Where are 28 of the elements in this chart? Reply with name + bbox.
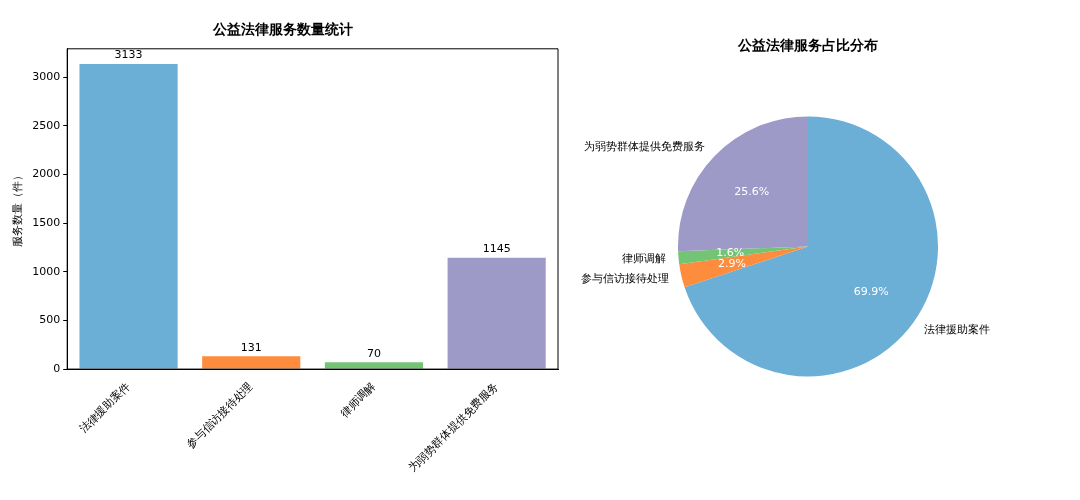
x-tick-label: 法律援助案件: [76, 379, 133, 436]
bar: [202, 356, 301, 369]
y-tick-label: 1500: [32, 215, 61, 229]
data-label: 1145: [482, 241, 511, 255]
data-label: 69.9%: [853, 284, 889, 298]
bar: [324, 362, 424, 369]
slice-label: 律师调解: [621, 251, 666, 265]
slice-label: 法律援助案件: [923, 322, 990, 336]
x-tick-label: 参与信访接待处理: [183, 379, 256, 452]
y-axis-title: 服务数量（件）: [11, 170, 25, 248]
data-label: 25.6%: [734, 185, 770, 199]
y-tick-label: 500: [39, 313, 61, 327]
y-tick-label: 3000: [32, 69, 61, 83]
bar: [447, 257, 546, 369]
data-label: 3133: [114, 48, 143, 62]
y-tick-label: 2500: [32, 118, 61, 132]
y-tick-label: 0: [53, 361, 61, 375]
x-tick-label: 为弱势群体提供免费服务: [406, 379, 501, 475]
slice-label: 为弱势群体提供免费服务: [584, 140, 705, 154]
data-label: 70: [366, 346, 381, 360]
x-tick-label: 律师调解: [337, 379, 379, 421]
data-label: 131: [240, 340, 262, 354]
chart-title: 公益法律服务占比分布: [737, 37, 878, 54]
bar: [79, 64, 178, 369]
y-tick-label: 1000: [32, 264, 61, 278]
chart-title: 公益法律服务数量统计: [212, 21, 353, 38]
slice-label: 参与信访接待处理: [580, 271, 669, 285]
y-tick-label: 2000: [32, 167, 61, 181]
